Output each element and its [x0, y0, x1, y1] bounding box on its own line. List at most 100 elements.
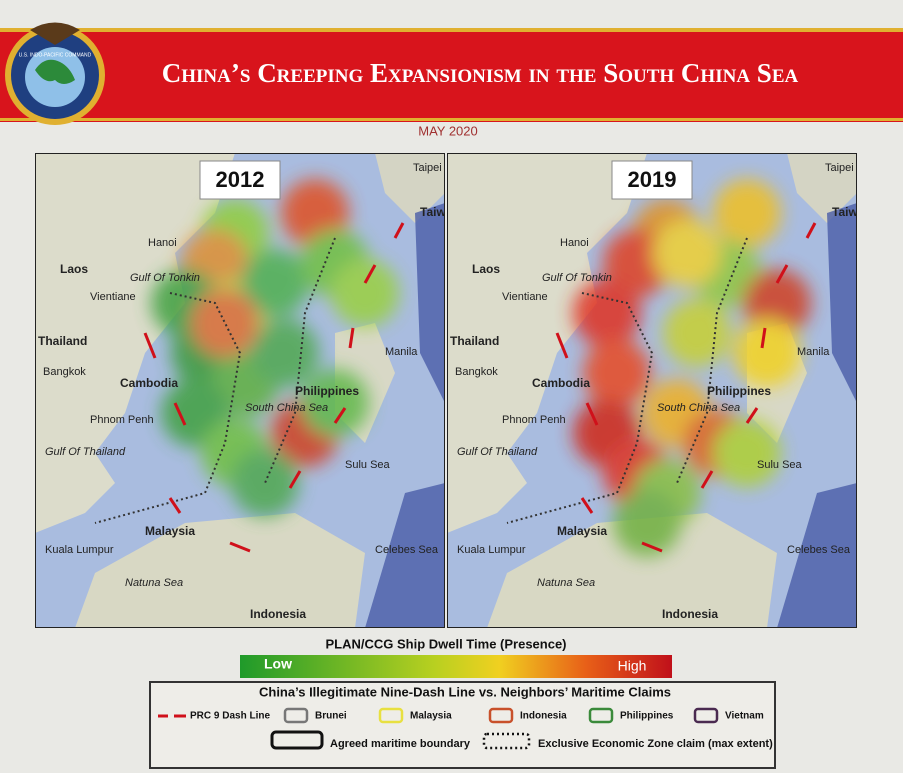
heat-blob: [241, 249, 309, 317]
place-label: Sulu Sea: [757, 459, 803, 471]
place-label: Laos: [472, 262, 500, 276]
heat-blob: [231, 449, 299, 517]
map-panel: 2019 Taipei Taiwan Hanoi Gulf Of Tonkin Laos V…: [447, 153, 857, 628]
map-panel: 2012 Taipei Taiwan Hanoi Gulf Of Tonkin Laos V…: [35, 153, 460, 628]
land: [787, 153, 857, 223]
legend-label: Malaysia: [410, 711, 452, 722]
place-label: South China Sea: [245, 402, 328, 414]
dwell-gradient: [240, 655, 672, 678]
heat-blob: [573, 279, 641, 347]
nine-dash: [168, 497, 182, 514]
dwell-low: Low: [264, 656, 292, 672]
nine-dash: [700, 470, 714, 489]
land: [375, 153, 445, 223]
legend-label: Philippines: [620, 711, 674, 722]
place-label: Thailand: [450, 334, 499, 348]
place-label: Natuna Sea: [125, 577, 183, 589]
dwell-high: High: [618, 658, 647, 674]
place-label: Hanoi: [148, 237, 177, 249]
legend-label: PRC 9 Dash Line: [190, 711, 270, 722]
nine-dash: [173, 402, 187, 426]
place-label: Phnom Penh: [90, 414, 154, 426]
place-label: Bangkok: [43, 366, 86, 378]
land: [447, 153, 647, 533]
heat-blob: [191, 289, 259, 357]
legend-swatch: [488, 707, 514, 724]
logo: U.S. INDO-PACIFIC COMMAND: [5, 22, 105, 125]
legend-eez: Exclusive Economic Zone claim (max exten…: [538, 738, 773, 750]
legend-box: [149, 681, 776, 769]
place-label: Vientiane: [502, 291, 548, 303]
maps: 2012 Taipei Taiwan Hanoi Gulf Of Tonkin Laos V…: [35, 153, 857, 628]
place-label: Manila: [385, 346, 418, 358]
legend-swatch: [588, 707, 614, 724]
place-label: Kuala Lumpur: [457, 544, 526, 556]
place-label: Taipei: [825, 162, 854, 174]
legend-swatch: [378, 707, 404, 724]
nine-dash: [805, 222, 817, 239]
eez-line: [506, 237, 748, 524]
place-label: Natuna Sea: [537, 577, 595, 589]
agreed-swatch: [270, 730, 324, 750]
land: [487, 513, 777, 628]
year-label: 2012: [216, 167, 265, 192]
banner: [0, 30, 903, 122]
nine-dash: [775, 264, 789, 284]
nine-dash: [229, 541, 251, 553]
place-label: Cambodia: [120, 376, 178, 390]
heat-blob: [663, 299, 731, 367]
place-label: South China Sea: [657, 402, 740, 414]
place-label: Taiwan: [420, 205, 460, 219]
nine-dash: [143, 332, 157, 359]
nine-dash: [641, 541, 663, 553]
legend-swatch: [693, 707, 719, 724]
nine-dash: [393, 222, 405, 239]
nine-dash: [760, 327, 767, 349]
place-label: Sulu Sea: [345, 459, 391, 471]
place-label: Hanoi: [560, 237, 589, 249]
legend-label: Vietnam: [725, 711, 764, 722]
place-label: Malaysia: [557, 524, 607, 538]
heat-blob: [251, 319, 319, 387]
legend-title: China’s Illegitimate Nine-Dash Line vs. …: [259, 684, 671, 699]
nine-dash: [348, 327, 355, 349]
title: China’s Creeping Expansionism in the Sou…: [162, 58, 799, 88]
dwell-title: PLAN/CCG Ship Dwell Time (Presence): [325, 636, 566, 651]
place-label: Philippines: [295, 384, 359, 398]
legend-swatch: [283, 707, 309, 724]
place-label: Celebes Sea: [375, 544, 439, 556]
place-label: Kuala Lumpur: [45, 544, 114, 556]
place-label: Gulf Of Thailand: [457, 446, 538, 458]
heat-blob: [613, 489, 681, 557]
heat-blob: [733, 319, 801, 387]
logo-text: U.S. INDO-PACIFIC COMMAND: [19, 52, 92, 58]
date: MAY 2020: [418, 123, 478, 138]
land: [35, 153, 235, 533]
legend-label: Indonesia: [520, 711, 567, 722]
banner-stripe: [0, 118, 903, 121]
place-label: Celebes Sea: [787, 544, 851, 556]
legend-label: Brunei: [315, 711, 347, 722]
place-label: Gulf Of Tonkin: [130, 272, 200, 284]
eez-line: [94, 237, 336, 524]
year-box: [611, 160, 693, 200]
nine-dash: [288, 470, 302, 489]
place-label: Thailand: [38, 334, 87, 348]
deep-sea: [777, 203, 857, 628]
nine-dash: [580, 497, 594, 514]
nine-dash: [585, 402, 599, 426]
heat-blob: [331, 259, 399, 327]
deep-sea: [365, 203, 445, 628]
place-label: Vientiane: [90, 291, 136, 303]
nine-dash: [555, 332, 569, 359]
heat-blob: [653, 219, 721, 287]
place-label: Gulf Of Tonkin: [542, 272, 612, 284]
nine-dash: [363, 264, 377, 284]
heat-blob: [583, 339, 651, 407]
eez-swatch: [482, 732, 531, 750]
heat-blob: [301, 369, 369, 437]
land: [75, 513, 365, 628]
nine-dash: [745, 407, 759, 424]
place-label: Indonesia: [250, 607, 306, 621]
place-label: Malaysia: [145, 524, 195, 538]
